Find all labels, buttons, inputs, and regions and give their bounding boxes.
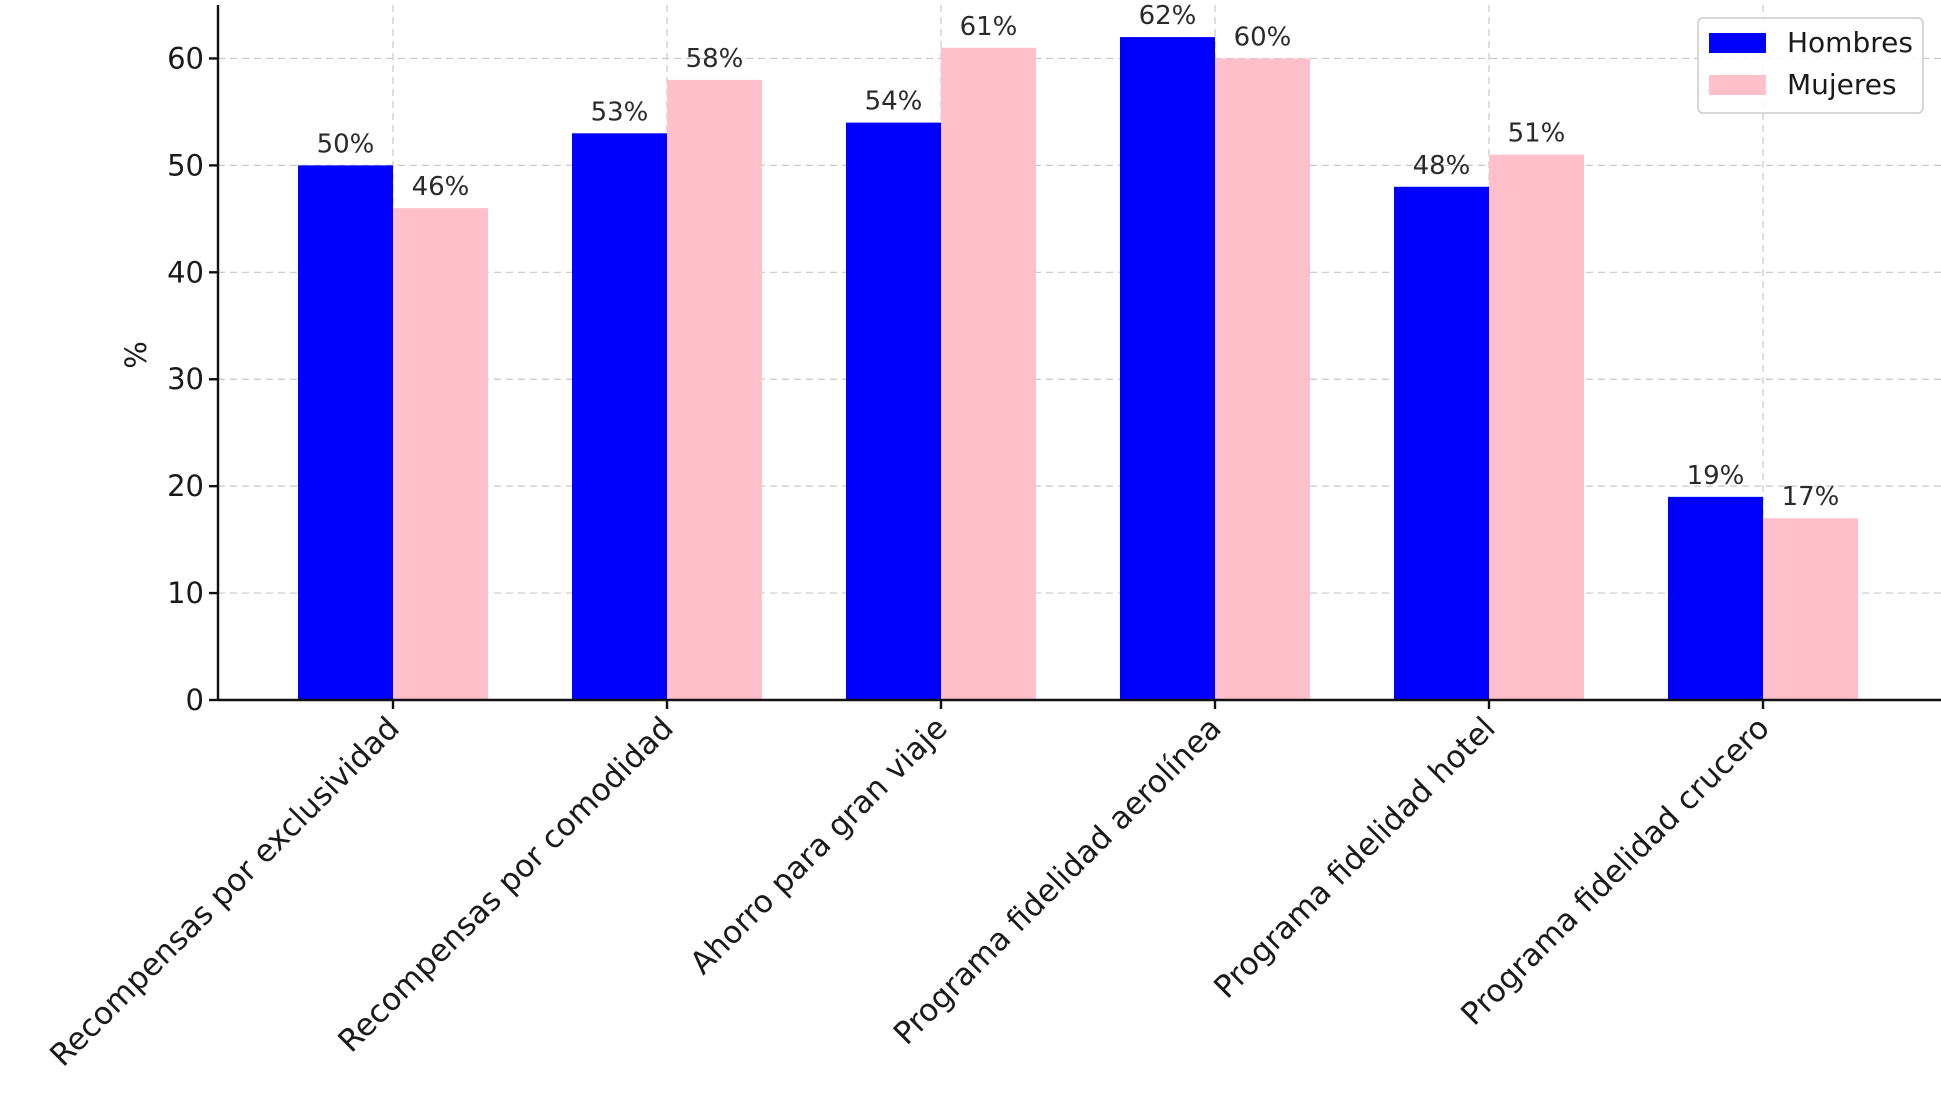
bar-hombres: [1120, 37, 1215, 701]
x-tick-label: Ahorro para gran viaje: [683, 710, 954, 981]
bar-mujeres: [667, 79, 762, 701]
legend-swatch-mujeres: [1709, 75, 1766, 95]
data-label: 60%: [1234, 22, 1292, 52]
x-tick-label: Programa fidelidad aerolínea: [887, 710, 1229, 1052]
data-label: 53%: [591, 97, 649, 127]
data-label: 62%: [1139, 1, 1197, 31]
x-tick-label: Recompensas por comodidad: [331, 710, 680, 1059]
bar-mujeres: [1215, 58, 1310, 700]
axes: [209, 5, 1941, 709]
y-tick-label: 50: [167, 148, 204, 182]
data-label: 61%: [960, 12, 1018, 42]
bar-mujeres: [941, 47, 1036, 701]
legend-label: Hombres: [1787, 26, 1913, 59]
data-label: 51%: [1508, 119, 1566, 149]
y-tick-label: 20: [167, 469, 204, 503]
x-tick-label: Programa fidelidad crucero: [1454, 710, 1776, 1032]
data-label: 48%: [1413, 151, 1471, 181]
data-label: 50%: [317, 129, 375, 159]
y-tick-label: 30: [167, 362, 204, 396]
bar-mujeres: [1489, 154, 1584, 700]
y-tick-label: 10: [167, 576, 204, 610]
y-tick-label: 40: [167, 255, 204, 289]
y-tick-label: 60: [167, 41, 204, 75]
bar-hombres: [572, 133, 667, 701]
bar-hombres: [846, 122, 941, 701]
bar-mujeres: [393, 208, 488, 700]
y-tick-label: 0: [186, 683, 204, 717]
bar-hombres: [1668, 496, 1763, 700]
data-label: 54%: [865, 87, 923, 117]
bar-hombres: [1394, 186, 1489, 700]
legend-swatch-hombres: [1709, 33, 1766, 53]
data-label: 17%: [1782, 482, 1840, 512]
x-tick-label: Programa fidelidad hotel: [1207, 710, 1502, 1005]
bar-hombres: [298, 165, 393, 700]
bar-mujeres: [1763, 518, 1858, 700]
data-label: 46%: [412, 172, 470, 202]
legend: Hombres Mujeres: [1697, 17, 1924, 114]
bars: [298, 37, 1858, 701]
data-label: 19%: [1687, 461, 1745, 491]
legend-label: Mujeres: [1787, 68, 1897, 101]
y-axis-title: %: [119, 341, 153, 369]
data-label: 58%: [686, 44, 744, 74]
